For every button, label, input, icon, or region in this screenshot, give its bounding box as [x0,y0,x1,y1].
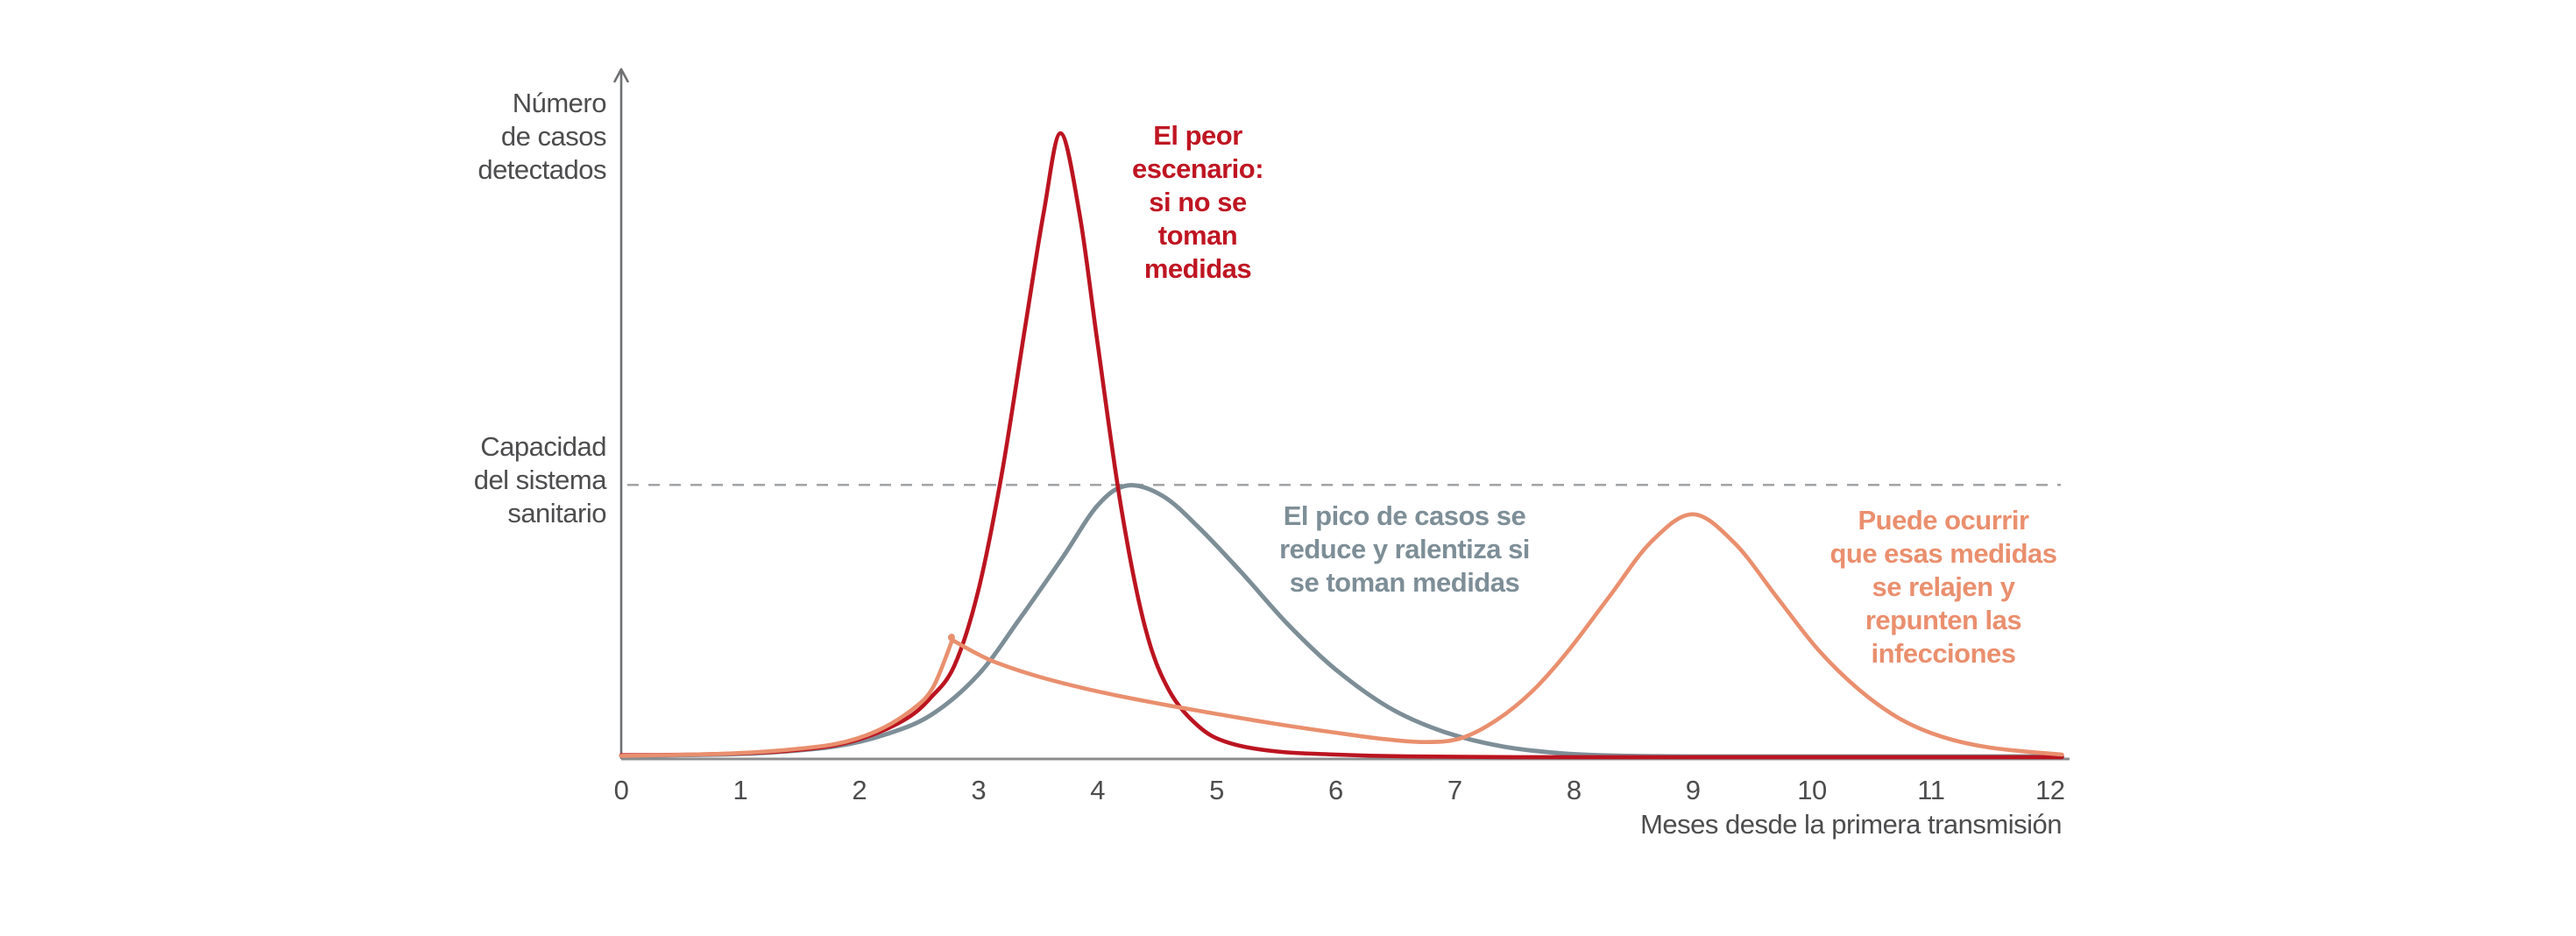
x-tick-label-12: 12 [2035,775,2065,805]
text-line: Número [512,88,607,118]
text-line: que esas medidas [1829,538,2057,569]
x-axis-title: Meses desde la primera transmisión [1640,809,2062,840]
text-line: El pico de casos se [1283,500,1526,531]
y-axis-label: Número de casos detectados [478,87,606,187]
x-tick-label-6: 6 [1328,775,1343,805]
rebound-curve [619,512,2064,758]
x-tick-label-1: 1 [732,775,748,805]
worst-case-curve [619,131,2064,760]
text-line: se relajen y [1872,571,2015,602]
annotation-mitigated: El pico de casos se reduce y ralentiza si… [1279,500,1530,599]
x-tick-label-8: 8 [1566,775,1582,805]
text-line: El peor [1153,120,1242,151]
text-line: infecciones [1871,638,2016,669]
annotation-worst-case: El peor escenario: si no se toman medidas [1131,119,1264,286]
text-line: repunten las [1865,605,2022,635]
x-tick-label-2: 2 [852,775,867,805]
x-axis-ticks: 0 1 2 3 4 5 6 7 8 9 10 11 12 [0,776,2576,811]
text-line: detectados [478,154,606,185]
text-line: de casos [500,121,607,152]
text-line: sanitario [507,498,606,528]
x-tick-label-9: 9 [1685,775,1701,805]
x-tick-label-4: 4 [1090,775,1105,805]
x-tick-label-0: 0 [613,775,629,805]
y-axis-arrowhead-icon [613,67,629,83]
annotation-rebound: Puede ocurrir que esas medidas se relajen … [1829,504,2057,670]
text-line: escenario: [1131,153,1264,184]
curves [619,131,2064,760]
x-tick-label-7: 7 [1447,775,1462,805]
capacity-line-label: Capacidad del sistema sanitario [473,430,607,530]
text-line: Capacidad [480,431,606,462]
text-line: del sistema [473,464,607,495]
x-tick-label-3: 3 [971,775,987,805]
text-line: reduce y ralentiza si [1279,534,1530,564]
text-line: Puede ocurrir [1858,505,2029,535]
text-line: toman [1157,220,1238,251]
x-tick-label-5: 5 [1209,775,1224,805]
text-line: si no se [1149,187,1247,217]
x-tick-label-10: 10 [1797,775,1827,805]
x-tick-label-11: 11 [1917,775,1945,805]
text-line: medidas [1143,253,1252,284]
text-line: se toman medidas [1289,567,1520,598]
